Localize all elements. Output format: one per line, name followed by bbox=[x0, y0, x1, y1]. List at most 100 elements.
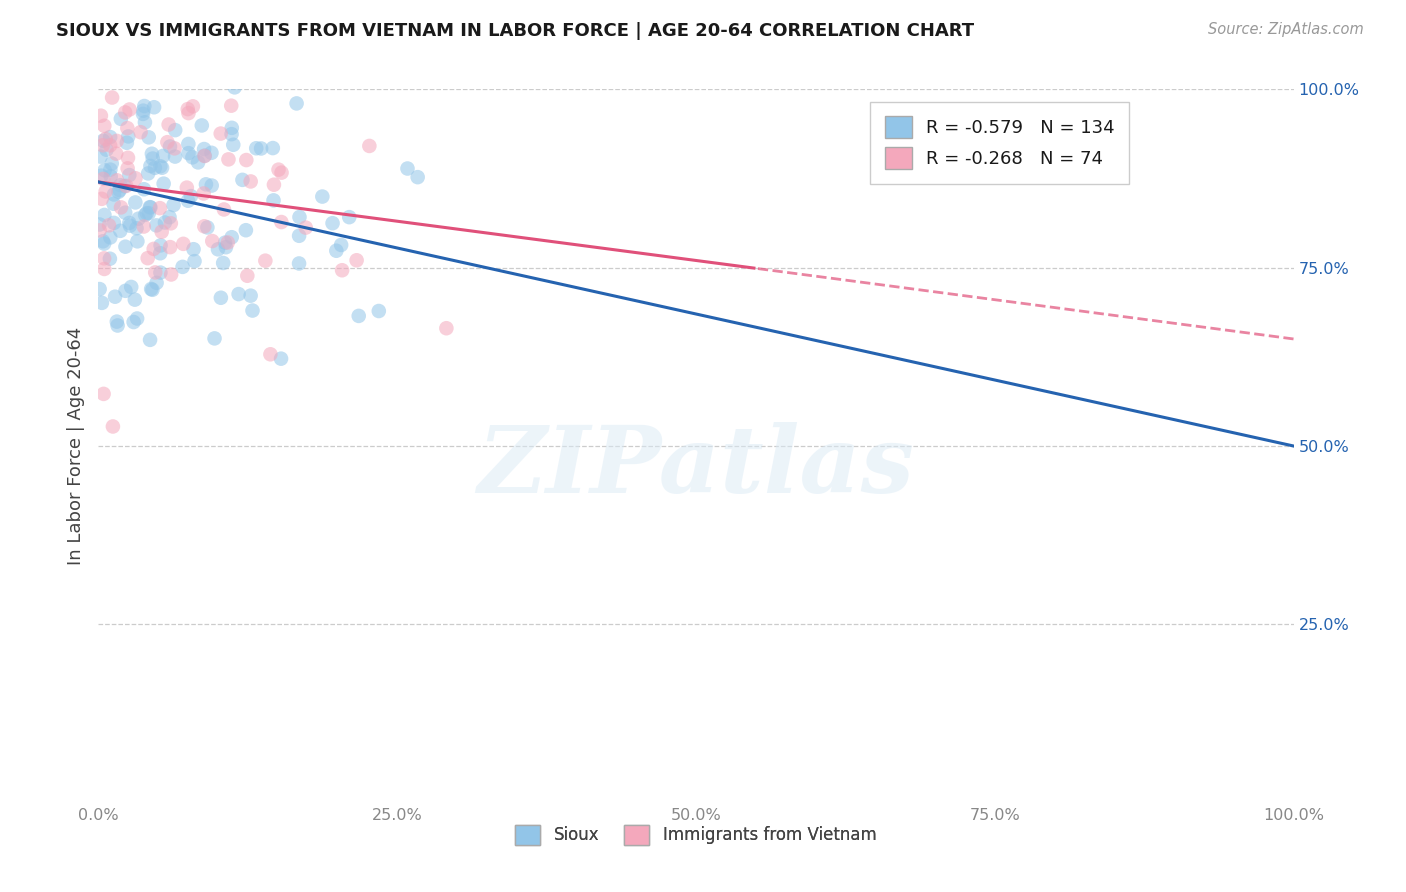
Point bbox=[139, 333, 162, 347]
Point bbox=[191, 119, 214, 133]
Point bbox=[118, 168, 141, 182]
Point bbox=[322, 216, 344, 230]
Point bbox=[149, 201, 172, 215]
Point bbox=[294, 220, 316, 235]
Point bbox=[160, 216, 183, 230]
Point bbox=[143, 100, 166, 114]
Point bbox=[149, 238, 172, 252]
Point bbox=[135, 59, 157, 73]
Point bbox=[118, 219, 141, 233]
Point bbox=[136, 251, 159, 265]
Point bbox=[145, 276, 167, 290]
Point bbox=[245, 141, 267, 155]
Point bbox=[157, 118, 180, 132]
Point bbox=[105, 134, 128, 148]
Point bbox=[217, 235, 239, 250]
Point bbox=[236, 268, 259, 283]
Point bbox=[107, 185, 129, 199]
Point bbox=[235, 223, 257, 237]
Point bbox=[91, 172, 114, 186]
Point bbox=[396, 161, 419, 176]
Point bbox=[108, 183, 131, 197]
Point bbox=[172, 260, 194, 274]
Point bbox=[214, 55, 236, 70]
Point bbox=[124, 293, 146, 307]
Point bbox=[163, 141, 186, 155]
Point bbox=[132, 182, 155, 196]
Point bbox=[165, 123, 187, 137]
Point bbox=[153, 46, 176, 61]
Point bbox=[267, 162, 290, 177]
Point bbox=[215, 240, 238, 254]
Point bbox=[200, 145, 222, 160]
Point bbox=[132, 107, 155, 121]
Point bbox=[135, 206, 157, 220]
Point bbox=[285, 96, 308, 111]
Point bbox=[150, 161, 173, 175]
Point bbox=[152, 149, 174, 163]
Point bbox=[263, 194, 285, 208]
Point bbox=[183, 254, 205, 268]
Point bbox=[139, 159, 162, 173]
Point bbox=[129, 125, 152, 139]
Point bbox=[105, 173, 128, 187]
Point bbox=[89, 218, 111, 232]
Point bbox=[142, 242, 165, 256]
Point bbox=[96, 143, 118, 157]
Point bbox=[91, 134, 114, 148]
Point bbox=[141, 146, 163, 161]
Point bbox=[347, 309, 370, 323]
Point bbox=[193, 219, 215, 234]
Point bbox=[177, 146, 200, 161]
Point bbox=[177, 102, 200, 116]
Point bbox=[134, 208, 156, 222]
Point bbox=[219, 98, 242, 112]
Point bbox=[221, 127, 243, 141]
Point bbox=[114, 284, 136, 298]
Point bbox=[181, 150, 204, 164]
Point bbox=[101, 90, 124, 104]
Point bbox=[166, 68, 188, 82]
Point bbox=[162, 198, 184, 212]
Point bbox=[98, 130, 121, 145]
Point bbox=[101, 419, 124, 434]
Point bbox=[100, 169, 122, 184]
Point bbox=[288, 256, 311, 270]
Point bbox=[250, 141, 273, 155]
Point bbox=[143, 265, 166, 279]
Point bbox=[103, 216, 125, 230]
Point bbox=[118, 103, 141, 117]
Point bbox=[91, 234, 114, 248]
Point bbox=[221, 230, 243, 244]
Point bbox=[235, 153, 257, 167]
Point bbox=[337, 210, 360, 224]
Point bbox=[434, 321, 457, 335]
Point bbox=[110, 200, 132, 214]
Point bbox=[231, 173, 253, 187]
Point bbox=[134, 99, 156, 113]
Point bbox=[93, 387, 115, 401]
Point bbox=[160, 268, 183, 282]
Point bbox=[98, 219, 121, 233]
Point bbox=[114, 105, 136, 120]
Point bbox=[100, 156, 122, 170]
Point bbox=[263, 178, 285, 192]
Point bbox=[359, 139, 381, 153]
Point bbox=[93, 236, 115, 251]
Point bbox=[114, 205, 136, 219]
Point bbox=[259, 347, 281, 361]
Point bbox=[93, 262, 115, 277]
Point bbox=[143, 161, 166, 175]
Point bbox=[98, 138, 121, 153]
Point bbox=[176, 180, 198, 194]
Point bbox=[209, 291, 232, 305]
Point bbox=[155, 46, 177, 61]
Point bbox=[152, 177, 174, 191]
Y-axis label: In Labor Force | Age 20-64: In Labor Force | Age 20-64 bbox=[66, 326, 84, 566]
Point bbox=[149, 159, 172, 173]
Point bbox=[100, 162, 122, 177]
Point bbox=[139, 200, 162, 214]
Point bbox=[117, 151, 139, 165]
Point bbox=[346, 253, 368, 268]
Point bbox=[330, 238, 353, 252]
